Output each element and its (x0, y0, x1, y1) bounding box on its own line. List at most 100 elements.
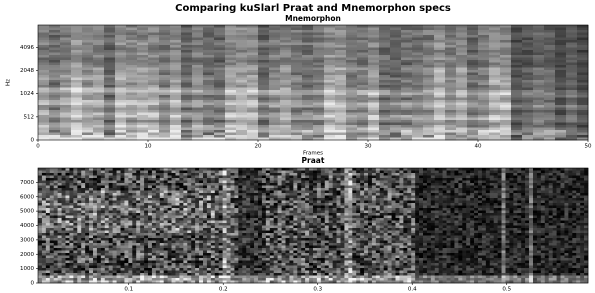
spectrogram-cell (128, 206, 132, 209)
spectrogram-cell (242, 243, 246, 246)
spectrogram-cell (236, 128, 247, 131)
spectrogram-cell (85, 243, 89, 246)
spectrogram-cell (423, 45, 434, 48)
spectrogram-cell (500, 50, 511, 53)
spectrogram-cell (115, 60, 126, 63)
spectrogram-cell (566, 53, 577, 56)
spectrogram-cell (93, 60, 104, 63)
spectrogram-cell (423, 128, 434, 131)
spectrogram-cell (187, 208, 191, 211)
spectrogram-cell (412, 78, 423, 81)
spectrogram-cell (269, 68, 280, 71)
spectrogram-cell (137, 108, 148, 111)
spectrogram-cell (183, 248, 187, 251)
spectrogram-cell (258, 65, 269, 68)
spectrogram-cell (58, 218, 62, 221)
spectrogram-cell (511, 75, 522, 78)
spectrogram-cell (148, 115, 159, 118)
spectrogram-cell (159, 58, 170, 61)
spectrogram-cell (223, 176, 227, 179)
spectrogram-cell (85, 168, 89, 171)
spectrogram-cell (148, 176, 152, 179)
spectrogram-cell (280, 50, 291, 53)
spectrogram-cell (128, 168, 132, 171)
spectrogram-cell (128, 238, 132, 241)
spectrogram-cell (445, 28, 456, 31)
spectrogram-cell (38, 95, 49, 98)
spectrogram-cell (291, 115, 302, 118)
spectrogram-cell (258, 103, 269, 106)
spectrogram-cell (66, 251, 70, 254)
spectrogram-cell (170, 103, 181, 106)
spectrogram-cell (49, 130, 60, 133)
spectrogram-cell (191, 213, 195, 216)
spectrogram-cell (73, 271, 77, 274)
spectrogram-cell (478, 30, 489, 33)
spectrogram-cell (58, 201, 62, 204)
spectrogram-cell (269, 33, 280, 36)
spectrogram-cell (144, 233, 148, 236)
spectrogram-cell (236, 110, 247, 113)
spectrogram-cell (46, 178, 50, 181)
spectrogram-cell (156, 226, 160, 229)
spectrogram-cell (49, 35, 60, 38)
spectrogram-cell (168, 183, 172, 186)
spectrogram-cell (126, 40, 137, 43)
spectrogram-cell (82, 45, 93, 48)
spectrogram-cell (219, 183, 223, 186)
spectrogram-cell (445, 103, 456, 106)
spectrogram-cell (42, 248, 46, 251)
spectrogram-cell (215, 236, 219, 239)
spectrogram-cell (71, 100, 82, 103)
spectrogram-cell (247, 35, 258, 38)
spectrogram-cell (192, 85, 203, 88)
spectrogram-cell (124, 168, 128, 171)
spectrogram-cell (258, 108, 269, 111)
spectrogram-cell (346, 38, 357, 41)
spectrogram-cell (168, 258, 172, 261)
spectrogram-cell (302, 85, 313, 88)
spectrogram-cell (77, 238, 81, 241)
spectrogram-cell (132, 201, 136, 204)
spectrogram-cell (467, 120, 478, 123)
spectrogram-cell (73, 273, 77, 276)
spectrogram-cell (231, 181, 235, 184)
spectrogram-cell (77, 273, 81, 276)
spectrogram-cell (121, 241, 125, 244)
spectrogram-cell (66, 186, 70, 189)
spectrogram-cell (262, 173, 266, 176)
spectrogram-cell (137, 48, 148, 51)
spectrogram-cell (207, 206, 211, 209)
spectrogram-cell (219, 171, 223, 174)
spectrogram-cell (164, 253, 168, 256)
spectrogram-cell (62, 238, 66, 241)
spectrogram-cell (159, 110, 170, 113)
spectrogram-cell (258, 201, 262, 204)
spectrogram-cell (577, 40, 588, 43)
spectrogram-cell (176, 266, 180, 269)
spectrogram-cell (152, 196, 156, 199)
spectrogram-cell (66, 208, 70, 211)
spectrogram-cell (211, 171, 215, 174)
spectrogram-cell (489, 125, 500, 128)
spectrogram-cell (54, 276, 58, 279)
spectrogram-cell (60, 43, 71, 46)
spectrogram-cell (187, 196, 191, 199)
spectrogram-cell (179, 188, 183, 191)
spectrogram-cell (207, 263, 211, 266)
spectrogram-cell (117, 216, 121, 219)
spectrogram-cell (555, 63, 566, 66)
spectrogram-cell (368, 73, 379, 76)
spectrogram-cell (38, 221, 42, 224)
spectrogram-cell (49, 135, 60, 138)
spectrogram-cell (238, 261, 242, 264)
spectrogram-cell (71, 68, 82, 71)
spectrogram-cell (445, 25, 456, 28)
spectrogram-cell (379, 73, 390, 76)
spectrogram-cell (412, 53, 423, 56)
spectrogram-cell (137, 105, 148, 108)
spectrogram-cell (128, 221, 132, 224)
spectrogram-cell (109, 208, 113, 211)
spectrogram-cell (181, 25, 192, 28)
spectrogram-cell (54, 278, 58, 281)
